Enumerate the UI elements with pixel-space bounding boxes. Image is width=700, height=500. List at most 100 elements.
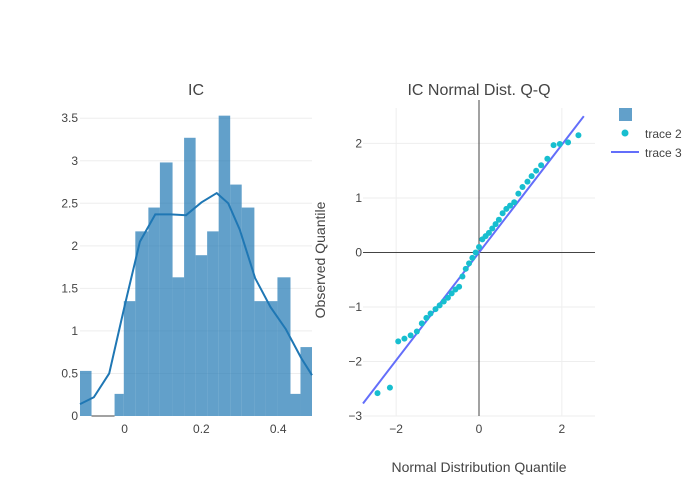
hist-y-tick-label: 0.5 (61, 366, 78, 380)
hist-y-tick-label: 2 (71, 239, 78, 253)
qq-point[interactable] (462, 265, 469, 272)
hist-bar[interactable] (159, 162, 173, 416)
qq-point[interactable] (456, 283, 463, 290)
hist-x-tick-label: 0.2 (193, 422, 210, 436)
hist-y-tick-label: 1 (71, 324, 78, 338)
histogram-title: IC (188, 82, 204, 99)
hist-bar[interactable] (148, 207, 160, 416)
hist-bar[interactable] (184, 137, 196, 417)
legend-label-trace-2: trace 2 (645, 127, 682, 141)
qq-point[interactable] (485, 229, 492, 236)
qq-point[interactable] (550, 142, 557, 149)
hist-bar[interactable] (114, 393, 124, 416)
qq-point[interactable] (476, 244, 482, 251)
hist-y-tick-label: 0 (71, 409, 78, 423)
qq-point[interactable] (519, 184, 526, 191)
qq-point[interactable] (533, 167, 540, 174)
qq-y-tick-label: −3 (348, 409, 362, 423)
hist-y-tick-label: 2.5 (61, 196, 78, 210)
qq-y-tick-label: 0 (355, 245, 362, 259)
histogram-x-tick-labels: 0 0.2 0.4 (121, 422, 287, 436)
qq-point[interactable] (401, 335, 408, 342)
hist-bar[interactable] (80, 370, 92, 416)
qq-point[interactable] (423, 314, 430, 321)
hist-bar[interactable] (265, 301, 278, 416)
qq-title: IC Normal Dist. Q-Q (407, 82, 550, 99)
qq-y-tick-label: −1 (348, 300, 362, 314)
qq-point[interactable] (444, 294, 451, 301)
qq-y-tick-labels: −3 −2 −1 0 1 2 (348, 136, 362, 423)
qq-point[interactable] (418, 320, 425, 327)
qq-point[interactable] (492, 221, 499, 228)
histogram-kde-line (79, 191, 313, 405)
legend-swatch-trace-2 (621, 129, 629, 137)
qq-point[interactable] (466, 260, 473, 267)
hist-bar[interactable] (218, 115, 231, 416)
qq-y-tick-label: −2 (348, 354, 362, 368)
qq-point[interactable] (448, 290, 455, 297)
qq-point[interactable] (556, 140, 563, 147)
hist-bar[interactable] (277, 277, 291, 416)
qq-point[interactable] (472, 249, 479, 256)
qq-point[interactable] (374, 390, 381, 397)
qq-point[interactable] (440, 298, 447, 305)
hist-y-tick-label: 3.5 (61, 111, 78, 125)
qq-point[interactable] (489, 225, 496, 232)
qq-point[interactable] (427, 310, 434, 317)
histogram-y-tick-labels: 0 0.5 1 1.5 2 2.5 3 3.5 (61, 111, 78, 423)
qq-point[interactable] (495, 216, 502, 223)
hist-bar[interactable] (230, 184, 242, 416)
qq-point[interactable] (565, 139, 572, 146)
qq-point[interactable] (575, 132, 582, 139)
hist-bar[interactable] (207, 231, 219, 416)
legend-label-trace-3: trace 3 (645, 146, 682, 160)
qq-point[interactable] (469, 254, 476, 261)
qq-x-tick-label: 2 (559, 422, 566, 436)
hist-x-tick-label: 0.4 (270, 422, 287, 436)
qq-point[interactable] (528, 173, 535, 180)
hist-bar[interactable] (290, 393, 301, 416)
hist-y-tick-label: 1.5 (61, 281, 78, 295)
qq-point[interactable] (499, 210, 506, 217)
hist-bar[interactable] (254, 301, 266, 416)
qq-x-tick-label: −2 (389, 422, 403, 436)
hist-y-tick-label: 3 (71, 154, 78, 168)
legend-item-trace-2[interactable]: trace 2 (621, 127, 683, 141)
qq-point[interactable] (436, 302, 443, 309)
hist-bar[interactable] (123, 301, 136, 416)
legend-item-trace-3[interactable]: trace 3 (611, 146, 682, 160)
histogram-bars (80, 115, 312, 417)
qq-point[interactable] (386, 384, 393, 391)
qq-panel: IC Normal Dist. Q-Q −3 −2 −1 0 1 2 −2 0 2 Norma… (312, 82, 595, 475)
hist-x-tick-label: 0 (121, 422, 128, 436)
qq-point[interactable] (413, 328, 420, 335)
qq-point[interactable] (511, 199, 518, 206)
hist-bar[interactable] (300, 347, 312, 416)
qq-point[interactable] (459, 273, 466, 280)
qq-point[interactable] (432, 306, 439, 313)
legend-swatch-histogram (619, 108, 632, 121)
qq-point[interactable] (515, 190, 522, 197)
legend[interactable]: trace 2 trace 3 (611, 108, 682, 160)
qq-x-axis-label: Normal Distribution Quantile (391, 459, 566, 475)
qq-point[interactable] (407, 332, 414, 339)
qq-point[interactable] (544, 155, 551, 162)
qq-y-tick-label: 2 (355, 136, 362, 150)
qq-point[interactable] (395, 338, 402, 345)
hist-bar[interactable] (172, 277, 185, 416)
qq-point[interactable] (538, 162, 545, 169)
qq-points (374, 132, 582, 397)
qq-y-axis-label: Observed Quantile (312, 201, 328, 318)
hist-bar[interactable] (195, 255, 208, 416)
qq-x-tick-label: 0 (476, 422, 483, 436)
legend-item-histogram[interactable] (619, 108, 632, 121)
qq-x-tick-labels: −2 0 2 (389, 422, 565, 436)
histogram-panel: IC 0 0.5 1 1.5 2 2.5 3 3.5 0 0.2 0.4 (61, 82, 313, 436)
qq-point[interactable] (524, 178, 531, 185)
qq-point[interactable] (507, 202, 514, 209)
qq-y-tick-label: 1 (355, 191, 362, 205)
hist-bar[interactable] (135, 231, 149, 416)
hist-bar[interactable] (241, 207, 255, 416)
